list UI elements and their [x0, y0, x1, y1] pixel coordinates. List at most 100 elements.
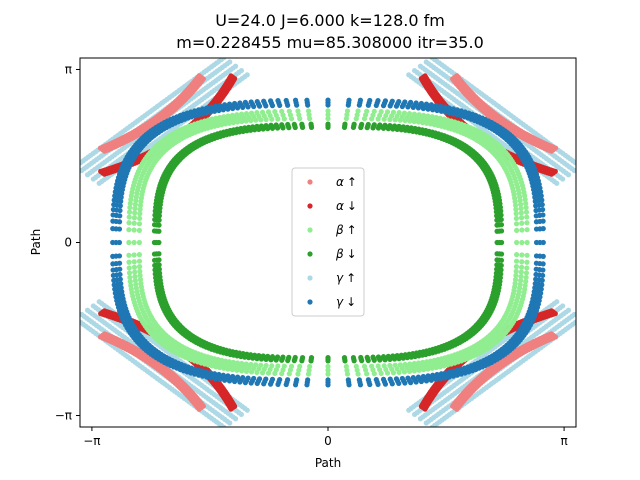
- data-point: [565, 307, 572, 313]
- data-point: [112, 189, 118, 195]
- data-point: [131, 215, 138, 221]
- data-point: [217, 376, 223, 383]
- data-point: [204, 105, 210, 111]
- data-point: [259, 109, 266, 115]
- data-point: [513, 215, 519, 221]
- data-point: [454, 406, 460, 412]
- data-point: [110, 226, 116, 232]
- data-point: [539, 277, 545, 283]
- data-point: [237, 100, 243, 106]
- data-point: [438, 376, 444, 382]
- chart-title-line2: m=0.228455 mu=85.308000 itr=35.0: [176, 33, 484, 52]
- data-point: [524, 214, 530, 220]
- data-point: [126, 214, 132, 220]
- data-point: [132, 201, 138, 207]
- data-point: [111, 197, 117, 203]
- data-point: [228, 406, 234, 412]
- data-point: [248, 110, 255, 116]
- data-point: [254, 110, 260, 116]
- data-point: [229, 367, 235, 373]
- data-point: [248, 369, 255, 375]
- data-point: [357, 382, 364, 388]
- data-point: [518, 269, 524, 275]
- data-point: [344, 108, 351, 114]
- data-point: [84, 172, 91, 178]
- data-point: [279, 371, 285, 377]
- data-point: [259, 370, 266, 376]
- data-point: [272, 109, 278, 115]
- data-point: [554, 299, 560, 305]
- data-point: [137, 268, 143, 274]
- data-point: [560, 176, 566, 182]
- data-point: [286, 371, 292, 377]
- data-point: [204, 374, 210, 380]
- data-point: [402, 380, 408, 386]
- data-point: [433, 376, 439, 383]
- data-point: [433, 114, 439, 121]
- data-point: [136, 252, 142, 258]
- data-point: [401, 110, 408, 116]
- data-point: [429, 114, 435, 120]
- data-point: [552, 168, 558, 174]
- data-point: [208, 375, 214, 381]
- data-point: [540, 206, 546, 213]
- data-point: [96, 180, 102, 186]
- data-point: [402, 99, 408, 105]
- data-point: [396, 380, 402, 387]
- data-point: [137, 206, 143, 212]
- data-point: [80, 167, 85, 174]
- data-point: [226, 378, 233, 384]
- data-point: [234, 367, 240, 373]
- data-point: [90, 303, 96, 309]
- data-point: [418, 378, 424, 385]
- data-point: [137, 211, 143, 217]
- data-point: [132, 210, 138, 216]
- data-point: [423, 101, 430, 107]
- data-point: [538, 286, 544, 292]
- data-point: [131, 239, 137, 246]
- data-point: [283, 97, 289, 104]
- data-point: [552, 334, 559, 340]
- data-point: [367, 97, 373, 104]
- data-point: [411, 111, 418, 117]
- data-point: [518, 205, 524, 212]
- data-point: [390, 109, 397, 115]
- data-point: [221, 114, 227, 120]
- data-point: [307, 115, 313, 122]
- data-point: [127, 279, 133, 285]
- data-point: [524, 220, 530, 226]
- data-point: [275, 98, 281, 104]
- data-point: [196, 73, 202, 79]
- data-point: [110, 239, 116, 246]
- data-point: [422, 73, 428, 79]
- data-point: [292, 97, 299, 103]
- data-point: [437, 115, 443, 121]
- data-point: [406, 368, 413, 375]
- data-point: [217, 102, 223, 109]
- data-point: [110, 253, 116, 259]
- data-point: [295, 371, 301, 377]
- data-point: [416, 112, 422, 118]
- data-point: [136, 239, 142, 246]
- data-point: [126, 252, 132, 258]
- data-point: [513, 211, 519, 217]
- data-point: [208, 104, 214, 110]
- data-point: [518, 278, 524, 284]
- data-point: [519, 239, 525, 246]
- data-point: [237, 379, 243, 385]
- series-0: [97, 73, 559, 412]
- data-point: [375, 381, 381, 387]
- data-point: [540, 218, 546, 224]
- data-point: [97, 334, 104, 340]
- data-point: [523, 279, 529, 285]
- data-point: [73, 316, 78, 321]
- data-point: [306, 367, 312, 373]
- data-point: [111, 282, 117, 288]
- data-point: [433, 364, 439, 371]
- data-point: [540, 212, 546, 218]
- data-point: [442, 375, 448, 381]
- data-point: [238, 368, 245, 374]
- data-point: [242, 380, 248, 386]
- data-point: [325, 382, 331, 388]
